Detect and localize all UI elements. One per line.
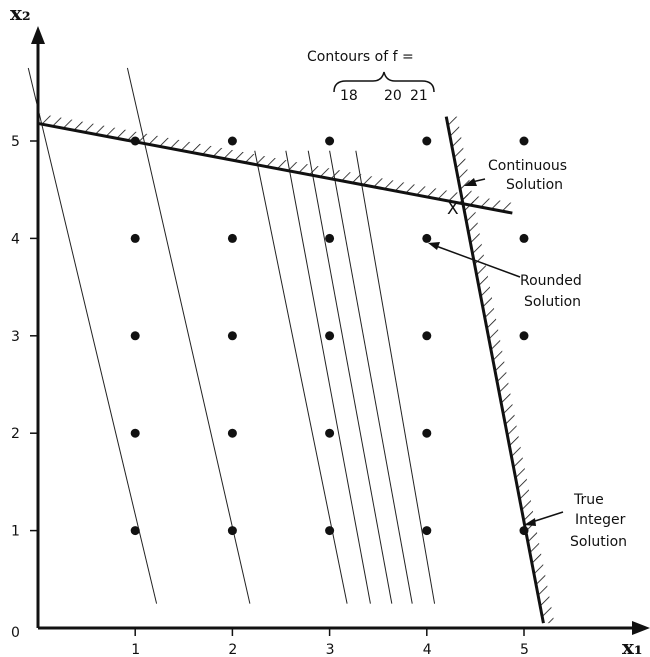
rounded-solution-label-line-2: Solution [524, 294, 581, 310]
true-solution-arrowhead [524, 518, 536, 526]
lattice-point [519, 331, 529, 341]
continuous-solution-annotation: X Continuous Solution [447, 158, 567, 219]
y-tick-label: 5 [11, 134, 20, 150]
true-solution-label-line-3: Solution [570, 534, 627, 550]
contour-line [307, 150, 393, 604]
y-axis-arrowhead [31, 26, 45, 44]
lattice-point [519, 233, 529, 243]
lattice-point [325, 233, 335, 243]
lattice-point [519, 526, 529, 536]
continuous-solution-label-line-2: Solution [506, 177, 563, 193]
continuous-solution-marker: X [447, 199, 459, 219]
y-tick-label: 4 [11, 231, 20, 247]
lattice-point [227, 233, 237, 243]
contour-value-1: 18 [340, 88, 358, 104]
infeasible-hatching [38, 113, 555, 624]
x-tick-label: 4 [423, 642, 432, 657]
true-solution-pointer [531, 511, 564, 523]
x-tick-label: 2 [228, 642, 237, 657]
axis-ticks: 1 2 3 4 5 1 2 3 4 5 [11, 134, 529, 657]
lattice-point [130, 331, 140, 341]
true-solution-label-line-2: Integer [575, 512, 626, 528]
contour-line [27, 67, 158, 604]
constraint-1-hatching [38, 113, 515, 214]
axes [31, 26, 650, 635]
lattice-point [422, 136, 432, 146]
lattice-point [325, 136, 335, 146]
y-tick-label: 2 [11, 426, 20, 442]
lattice-point [325, 526, 335, 536]
continuous-solution-label-line-1: Continuous [488, 158, 567, 174]
x-tick-label: 3 [326, 642, 335, 657]
x-axis-label: x₁ [622, 635, 643, 657]
constraint-2-hatching [446, 116, 555, 624]
rounded-solution-label-line-1: Rounded [520, 273, 582, 289]
constraint-line-1 [37, 121, 513, 215]
rounded-solution-pointer [435, 245, 521, 278]
lattice-point [422, 428, 432, 438]
contour-title: Contours of f = [307, 49, 414, 65]
contour-legend: Contours of f = 18 20 21 [307, 49, 435, 104]
lattice-point [422, 233, 432, 243]
lattice-point [130, 136, 140, 146]
rounded-solution-arrowhead [428, 242, 440, 250]
y-axis-label: x₂ [10, 1, 31, 25]
constraint-lines [37, 116, 545, 624]
contour-brace [333, 71, 435, 93]
constraint-line-2 [444, 116, 545, 624]
x-tick-label: 1 [131, 642, 140, 657]
contour-value-2: 20 [384, 88, 402, 104]
contour-line [285, 150, 371, 604]
contour-line [126, 67, 251, 604]
lattice-point [422, 526, 432, 536]
true-solution-label-line-1: True [573, 492, 604, 508]
rounded-solution-annotation: Rounded Solution [428, 242, 582, 310]
lattice-point [325, 331, 335, 341]
lattice-point [227, 526, 237, 536]
lattice-point [227, 428, 237, 438]
true-integer-solution-annotation: True Integer Solution [524, 492, 627, 550]
lattice-point [130, 526, 140, 536]
x-tick-label: 5 [520, 642, 529, 657]
lattice-point [130, 428, 140, 438]
continuous-solution-arrowhead [464, 178, 477, 186]
y-tick-label: 1 [11, 524, 20, 540]
y-tick-label: 3 [11, 329, 20, 345]
lattice-point [519, 136, 529, 146]
x-axis-arrowhead [632, 621, 650, 635]
contour-value-3: 21 [410, 88, 428, 104]
lattice-point [227, 136, 237, 146]
lattice-point [325, 428, 335, 438]
lattice-point [130, 233, 140, 243]
contour-line [355, 150, 436, 604]
origin-label: 0 [11, 625, 20, 641]
contour-line [254, 150, 348, 604]
contour-line [329, 150, 413, 604]
integer-lattice [130, 136, 529, 536]
lattice-point [422, 331, 432, 341]
lattice-point [227, 331, 237, 341]
objective-contours [27, 67, 436, 604]
